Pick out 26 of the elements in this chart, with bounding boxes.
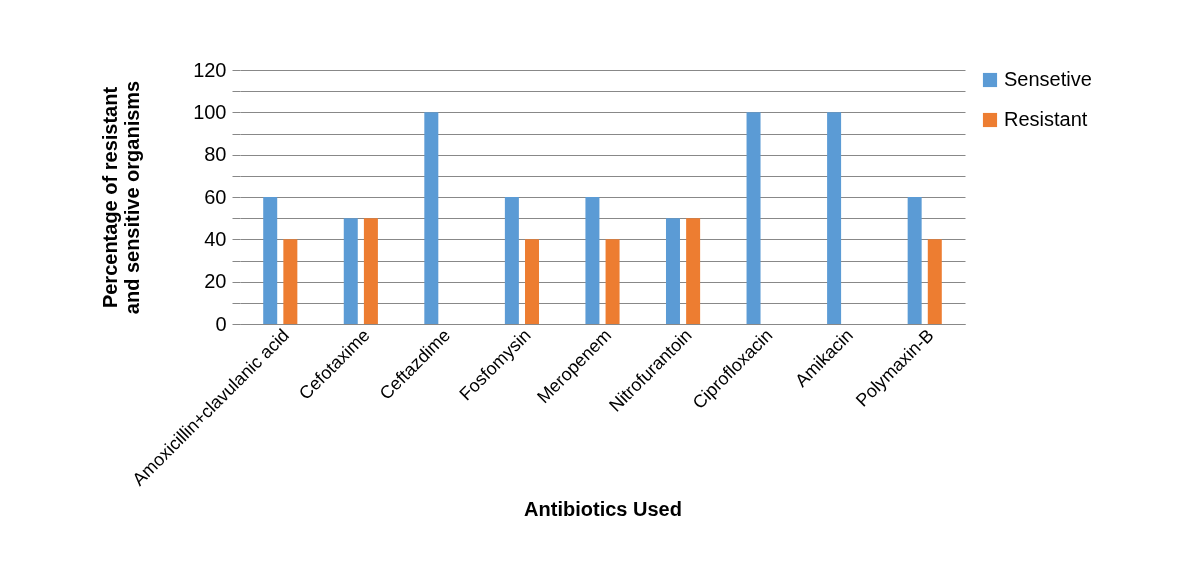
y-tick-label: 120 [193, 58, 227, 81]
bar [424, 112, 439, 324]
bar [605, 239, 620, 324]
y-tick-label: 60 [204, 185, 227, 208]
y-tick-label: 80 [204, 143, 227, 166]
bar [585, 197, 600, 324]
bar [686, 218, 701, 324]
bar [263, 197, 278, 324]
x-axis-title: Antibiotics Used [524, 497, 682, 520]
y-axis-title: Percentage of resistant and sensitive organisms [99, 80, 144, 315]
bar [504, 197, 519, 324]
y-tick-label: 100 [193, 100, 227, 123]
bar [343, 218, 358, 324]
bar [746, 112, 761, 324]
legend-label: Resistant [1004, 108, 1088, 130]
bar [927, 239, 942, 324]
legend-label: Sensetive [1004, 68, 1092, 90]
y-tick-label: 20 [204, 270, 227, 293]
bar [363, 218, 378, 324]
bar [665, 218, 680, 324]
bar [283, 239, 298, 324]
y-tick-label: 0 [215, 312, 227, 335]
bar [907, 197, 922, 324]
y-tick-label: 40 [204, 227, 227, 250]
bar [827, 112, 842, 324]
bar [525, 239, 540, 324]
